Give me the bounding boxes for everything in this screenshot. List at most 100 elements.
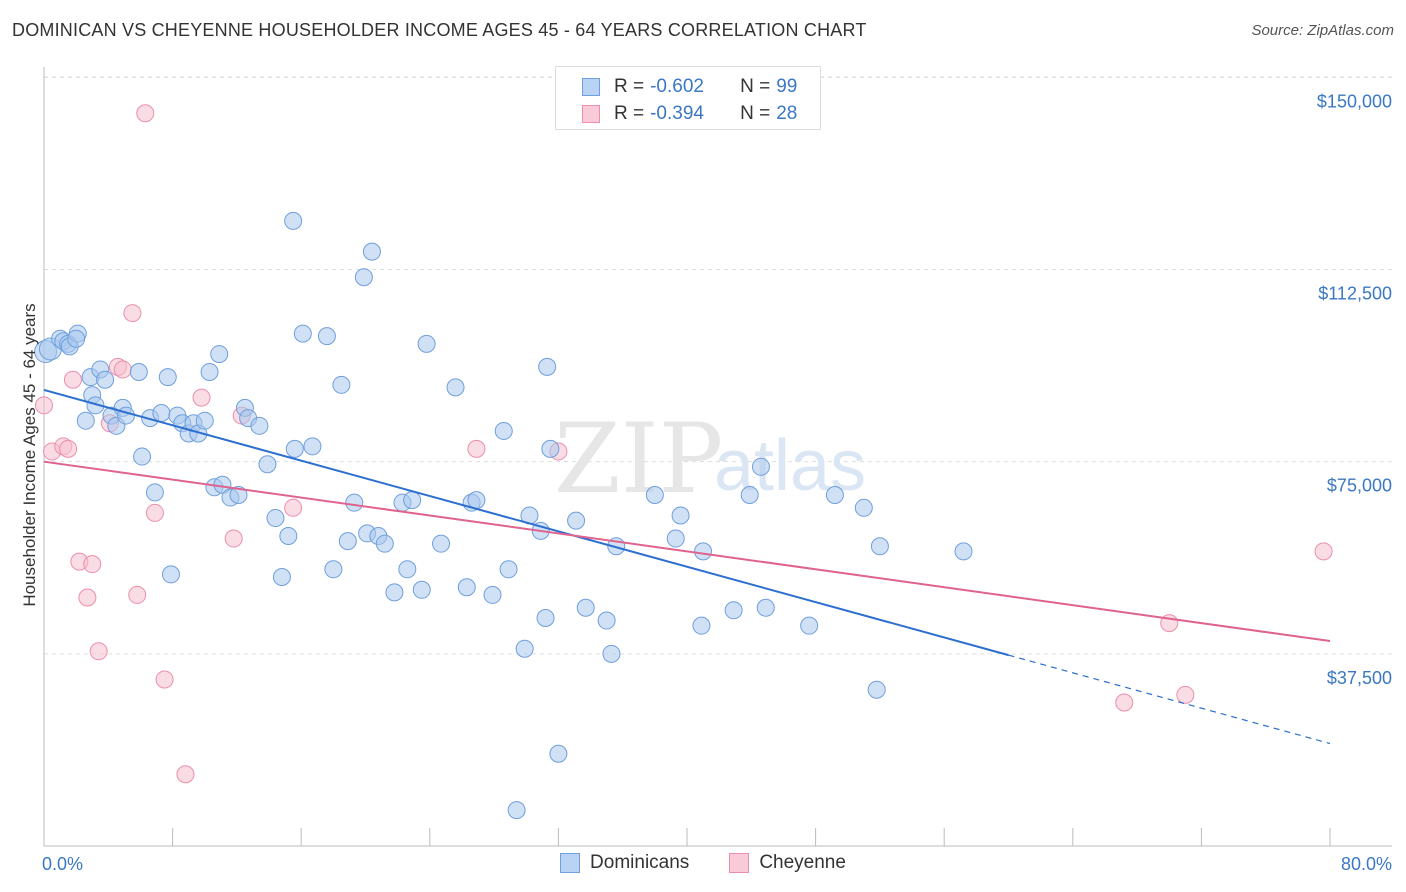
dominicans-swatch <box>582 78 600 96</box>
legend-row-dominicans: R = -0.602 N = 99 <box>582 75 813 99</box>
y-tick-label: $75,000 <box>1327 476 1392 496</box>
dominican-point <box>740 485 759 504</box>
dominican-point <box>602 644 621 663</box>
cheyenne-point <box>89 642 108 661</box>
watermark-zip: ZIP <box>554 403 723 515</box>
dominican-point <box>671 506 690 525</box>
dominican-point <box>324 560 343 579</box>
dominican-point <box>345 493 364 512</box>
dominican-point <box>483 585 502 604</box>
trend-lines <box>43 388 1331 745</box>
dominican-point <box>412 580 431 599</box>
dominican-point <box>375 534 394 553</box>
dominican-point <box>152 404 171 423</box>
n-label: N = <box>740 76 771 97</box>
cheyenne-point <box>59 439 78 458</box>
cheyenne-point <box>83 555 102 574</box>
dominican-point <box>854 498 873 517</box>
dominican-point <box>332 375 351 394</box>
dominican-point <box>385 583 404 602</box>
tick-labels: $37,500 $75,000 $112,500 $150,000 0.0% 80.0% <box>42 91 1392 874</box>
cheyenne-swatch <box>582 105 600 123</box>
x-tick-label: 80.0% <box>1341 854 1392 874</box>
cheyenne-swatch <box>729 853 750 873</box>
dominican-point <box>467 491 486 510</box>
watermark: ZIP atlas <box>554 403 866 515</box>
cheyenne-point <box>1115 693 1134 712</box>
y-tick-label: $150,000 <box>1317 91 1392 111</box>
dominican-point <box>954 542 973 561</box>
dominican-point <box>446 378 465 397</box>
dominican-point <box>666 529 685 548</box>
dominican-point <box>515 639 534 658</box>
cheyenne-point <box>145 503 164 522</box>
r-label: R = <box>614 76 645 97</box>
dominican-point <box>76 411 95 430</box>
source-label: Source: ZipAtlas.com <box>1251 22 1394 39</box>
dominican-point <box>751 457 770 476</box>
chart-title: DOMINICAN VS CHEYENNE HOUSEHOLDER INCOME… <box>12 20 867 40</box>
legend-row-cheyenne: R = -0.394 N = 28 <box>582 102 813 126</box>
gridlines <box>44 76 1392 655</box>
dominican-point <box>724 601 743 620</box>
dominican-point <box>403 491 422 510</box>
dominican-point <box>645 485 664 504</box>
dominican-point <box>338 532 357 551</box>
dominican-point <box>362 242 381 261</box>
dominican-point <box>250 416 269 435</box>
dominican-point <box>398 560 417 579</box>
dominican-point <box>354 268 373 287</box>
dominican-points <box>34 211 973 820</box>
dominican-trend-line <box>43 388 1009 657</box>
dominican-point <box>317 327 336 346</box>
cheyenne-point <box>123 304 142 323</box>
n-value: 28 <box>776 103 798 124</box>
x-tick-label: 0.0% <box>42 854 83 874</box>
dominican-point <box>417 334 436 353</box>
dominican-point <box>692 616 711 635</box>
cheyenne-point <box>63 370 82 389</box>
cheyenne-point <box>136 104 155 123</box>
dominican-point <box>96 370 115 389</box>
dominican-point <box>507 801 526 820</box>
dominican-point <box>258 455 277 474</box>
dominican-point <box>285 439 304 458</box>
dominican-point <box>800 616 819 635</box>
dominican-point <box>284 211 303 230</box>
dominican-point <box>867 680 886 699</box>
series-legend: Dominicans Cheyenne <box>0 852 1406 874</box>
cheyenne-point <box>113 360 132 379</box>
y-tick-label: $37,500 <box>1327 668 1392 688</box>
dominican-point <box>86 396 105 415</box>
dominican-point <box>576 598 595 617</box>
dominican-trend-extension <box>1008 654 1331 745</box>
axes <box>43 67 1392 847</box>
r-label: R = <box>614 103 645 124</box>
cheyenne-point <box>35 396 53 415</box>
dominican-point <box>432 534 451 553</box>
dominican-point <box>145 483 164 502</box>
dominicans-swatch <box>560 853 581 873</box>
legend-item-dominicans: Dominicans <box>560 852 689 874</box>
y-tick-label: $112,500 <box>1318 284 1392 304</box>
dominican-point <box>538 357 557 376</box>
r-value: -0.602 <box>650 76 704 97</box>
dominican-point <box>161 565 180 584</box>
dominican-point <box>67 329 86 348</box>
dominican-point <box>293 324 312 343</box>
dominican-point <box>210 345 229 364</box>
dominican-point <box>266 509 285 528</box>
dominican-point <box>200 363 219 382</box>
legend-item-cheyenne: Cheyenne <box>729 852 846 874</box>
dominican-point <box>129 363 148 382</box>
cheyenne-point <box>1314 542 1333 561</box>
dominican-point <box>494 421 513 440</box>
legend-label: Cheyenne <box>759 852 846 873</box>
correlation-legend: R = -0.602 N = 99 R = -0.394 N = 28 <box>555 66 821 130</box>
dominican-point <box>303 437 322 456</box>
cheyenne-point <box>128 585 147 604</box>
y-axis-label: Householder Income Ages 45 - 64 years <box>20 303 39 607</box>
cheyenne-point <box>78 588 97 607</box>
dominican-point <box>229 485 248 504</box>
